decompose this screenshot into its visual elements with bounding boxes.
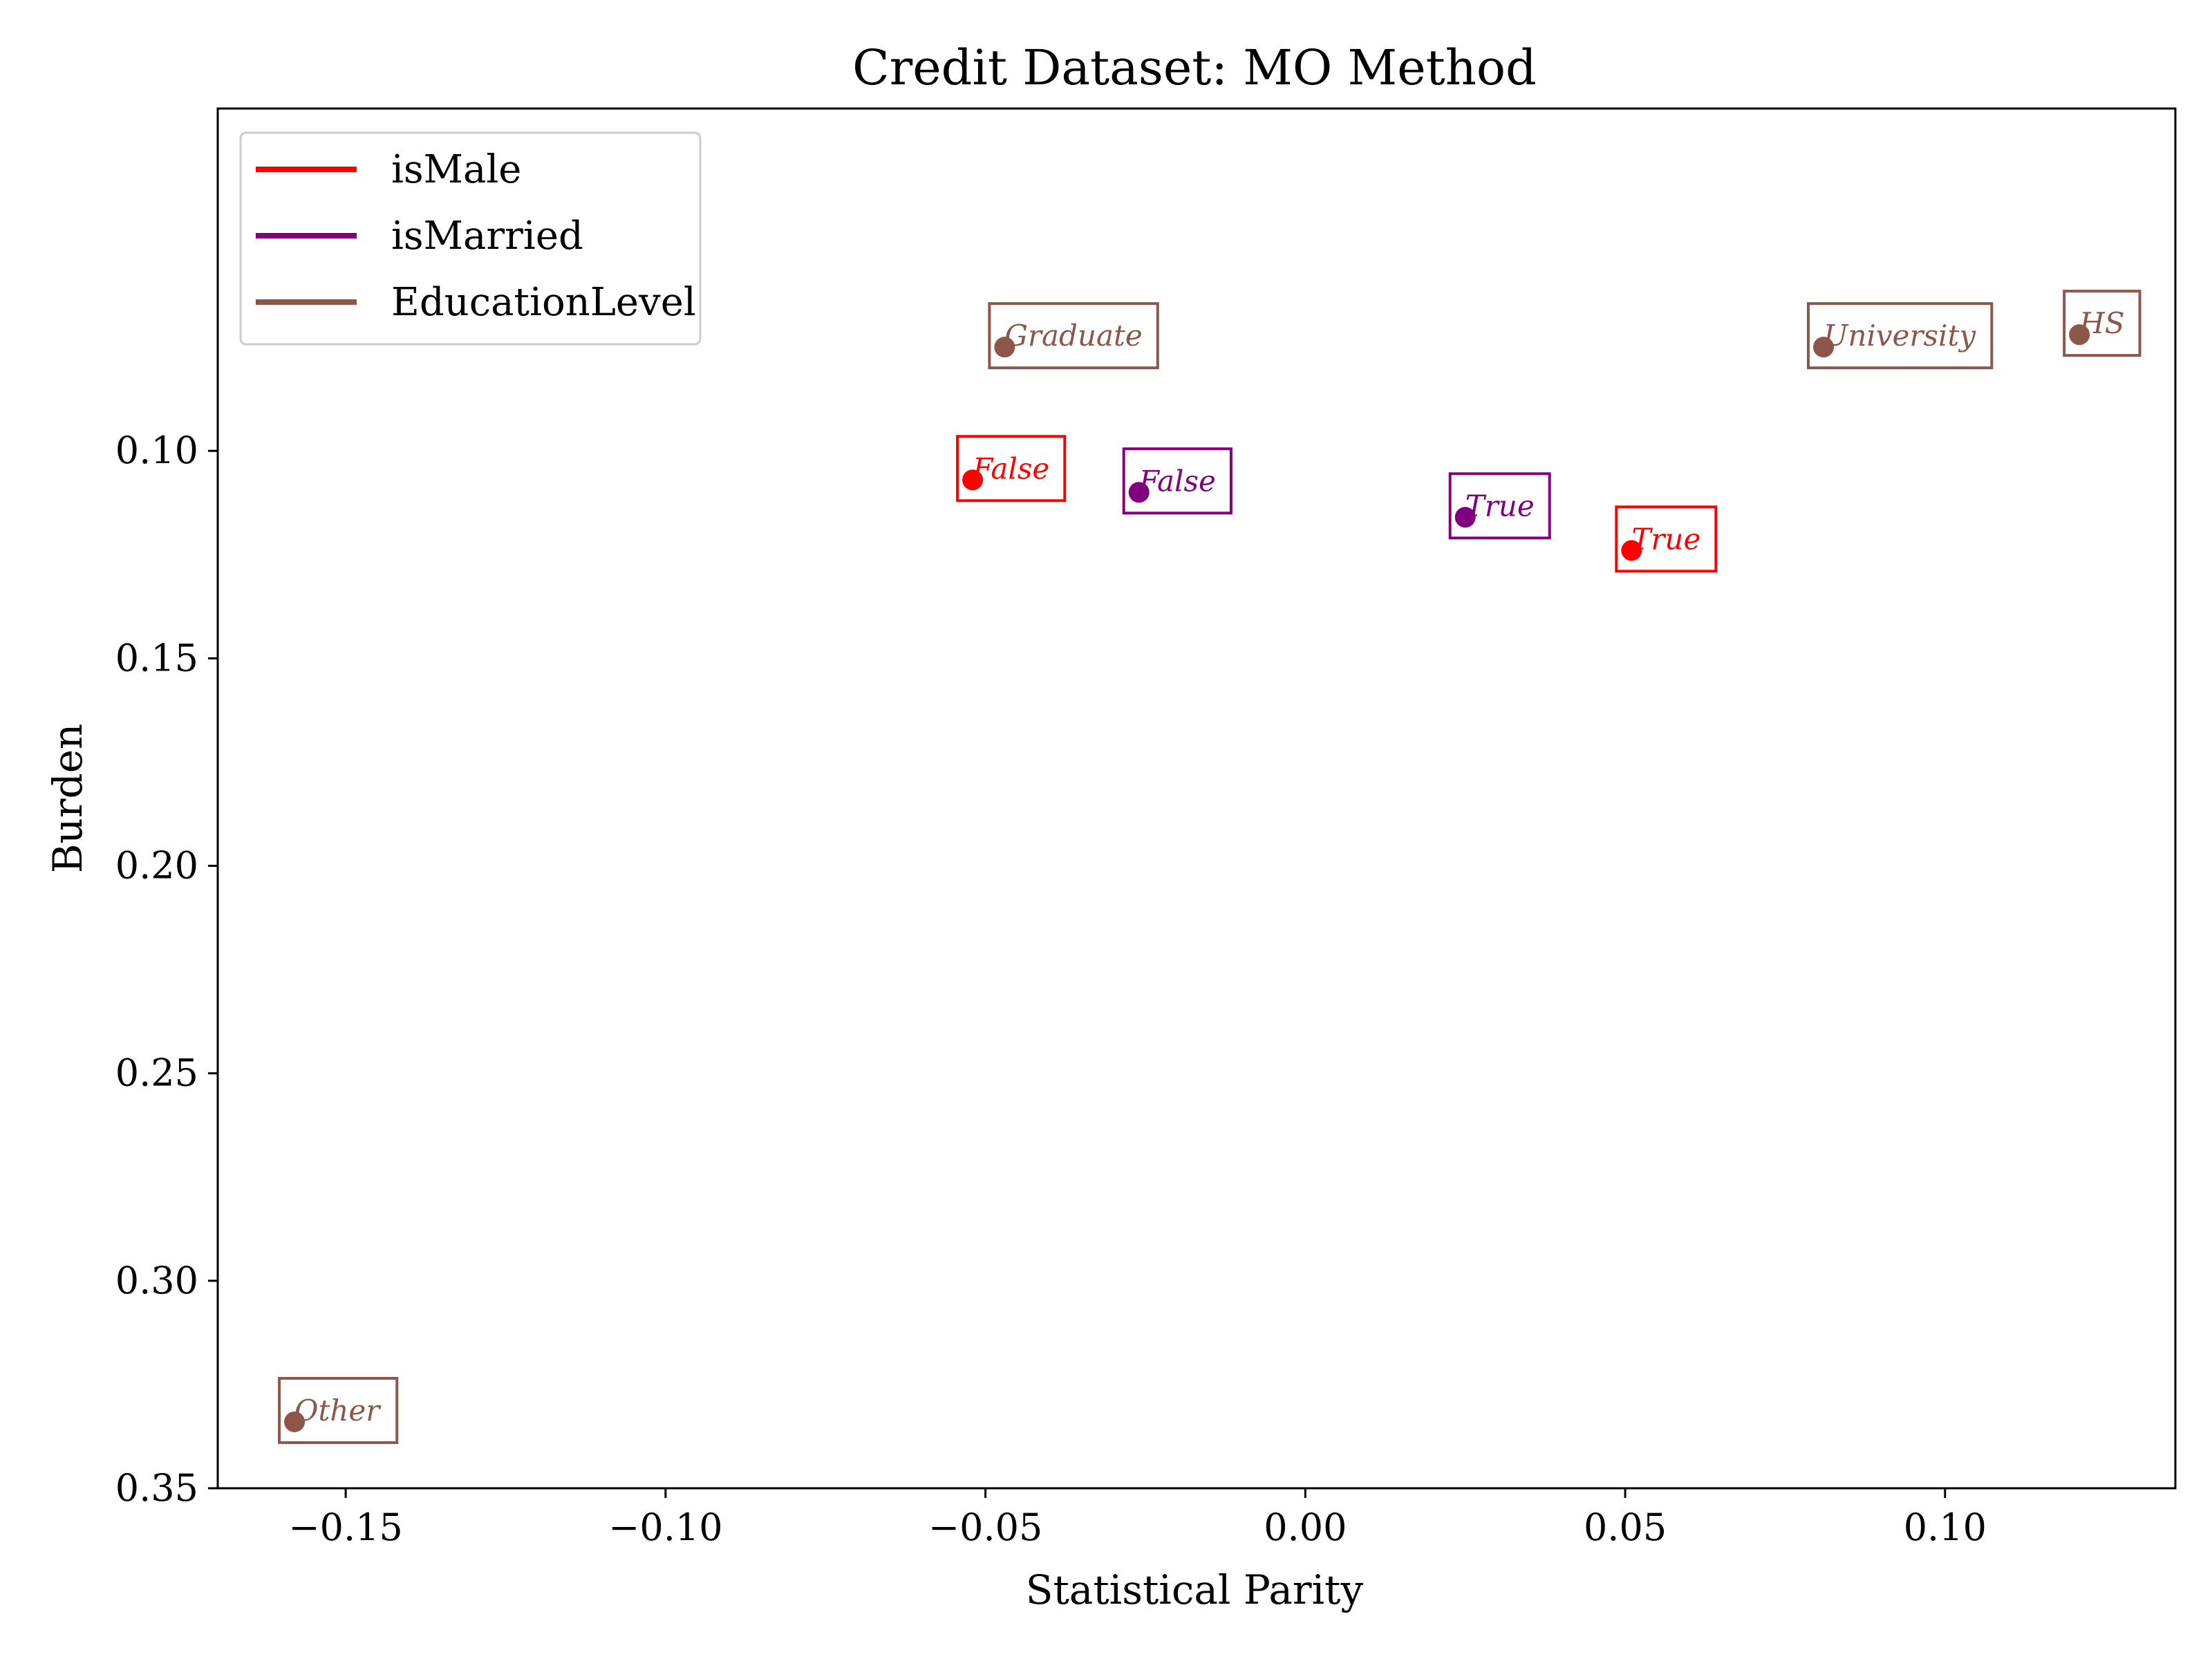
point-label-box: [956, 435, 1067, 503]
point-marker: [1621, 540, 1642, 561]
plot-area: [216, 107, 2177, 1490]
point-label: Other: [294, 1394, 382, 1427]
point-marker: [1812, 337, 1834, 358]
data-point: False: [1122, 447, 1232, 515]
legend-label: isMarried: [391, 214, 583, 259]
x-tick-label: 0.05: [1584, 1506, 1667, 1549]
data-points: False True False True Graduate University HS Ot…: [278, 290, 2141, 1444]
y-tick-label: 0.35: [115, 1466, 198, 1510]
point-label: True: [1631, 522, 1700, 556]
y-tick-label: 0.30: [115, 1259, 198, 1302]
legend: isMale isMarried EducationLevel: [239, 131, 702, 346]
data-point: HS: [2063, 290, 2141, 357]
point-label: True: [1465, 489, 1535, 523]
y-tick-label: 0.20: [115, 844, 198, 888]
x-tick-label: −0.10: [608, 1506, 722, 1549]
y-tick-label: 0.15: [115, 636, 198, 679]
point-label: Graduate: [1004, 319, 1142, 353]
point-marker: [2069, 324, 2090, 346]
axis-ticks: −0.15 −0.10 −0.05 0.00 0.05 0.10 0.10 0.15 0.20 0…: [115, 429, 1987, 1549]
y-axis-label: Burden: [44, 724, 91, 874]
data-point: Graduate: [988, 302, 1159, 370]
point-marker: [1454, 507, 1476, 528]
point-marker: [284, 1411, 306, 1432]
x-tick-label: 0.00: [1264, 1506, 1347, 1549]
legend-label: EducationLevel: [391, 280, 696, 325]
point-label: University: [1824, 319, 1976, 353]
point-label-box: [1122, 447, 1232, 515]
legend-box: [239, 131, 702, 346]
y-tick-label: 0.10: [115, 429, 198, 472]
point-label: False: [1138, 464, 1216, 498]
data-point: False: [956, 435, 1067, 503]
legend-label: isMale: [391, 147, 521, 192]
data-point: Other: [278, 1376, 399, 1444]
x-tick-label: −0.15: [288, 1506, 402, 1549]
data-point: University: [1806, 302, 1994, 370]
data-point: True: [1615, 505, 1718, 573]
point-label-box: [988, 302, 1159, 370]
chart-title: Credit Dataset: MO Method: [852, 39, 1537, 96]
x-axis-label: Statistical Parity: [1026, 1566, 1364, 1613]
point-marker: [1128, 482, 1150, 503]
point-marker: [962, 469, 984, 491]
point-label-box: [278, 1376, 399, 1444]
point-marker: [994, 337, 1015, 358]
x-tick-label: −0.05: [928, 1506, 1042, 1549]
y-tick-label: 0.25: [115, 1051, 198, 1095]
data-point: True: [1448, 472, 1551, 540]
point-label-box: [1806, 302, 1994, 370]
x-tick-label: 0.10: [1904, 1506, 1987, 1549]
point-label: False: [972, 451, 1049, 485]
